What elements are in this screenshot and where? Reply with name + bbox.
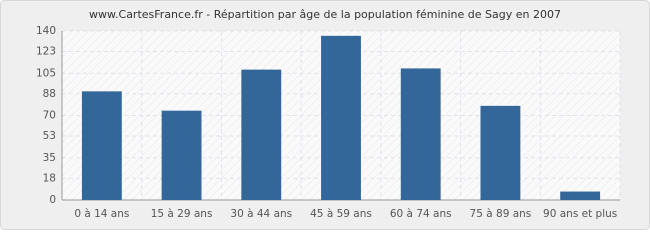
bar [480, 105, 521, 200]
bar [161, 110, 202, 200]
y-tick-label: 105 [36, 67, 56, 79]
chart-title: www.CartesFrance.fr - Répartition par âg… [89, 8, 561, 21]
bar [241, 69, 282, 200]
bar [560, 191, 601, 200]
bar [81, 91, 122, 200]
bar [400, 68, 441, 201]
page: www.CartesFrance.fr - Répartition par âg… [0, 0, 650, 230]
x-tick-label: 30 à 44 ans [230, 208, 292, 220]
x-tick-label: 45 à 59 ans [310, 208, 372, 220]
y-tick-label: 35 [43, 152, 56, 164]
y-tick-label: 88 [43, 88, 56, 100]
y-tick-label: 140 [36, 25, 56, 37]
y-tick-label: 70 [43, 110, 56, 122]
x-tick-label: 0 à 14 ans [74, 208, 129, 220]
x-tick-label: 60 à 74 ans [390, 208, 452, 220]
x-tick-label: 75 à 89 ans [470, 208, 532, 220]
x-tick-label: 15 à 29 ans [151, 208, 213, 220]
y-tick-label: 123 [36, 46, 56, 58]
y-tick-label: 18 [43, 172, 56, 184]
x-tick-label: 90 ans et plus [543, 208, 617, 220]
y-tick-label: 53 [43, 130, 56, 142]
bar [321, 35, 361, 201]
y-tick-label: 0 [49, 194, 56, 206]
chart: www.CartesFrance.fr - Répartition par âg… [0, 0, 650, 230]
